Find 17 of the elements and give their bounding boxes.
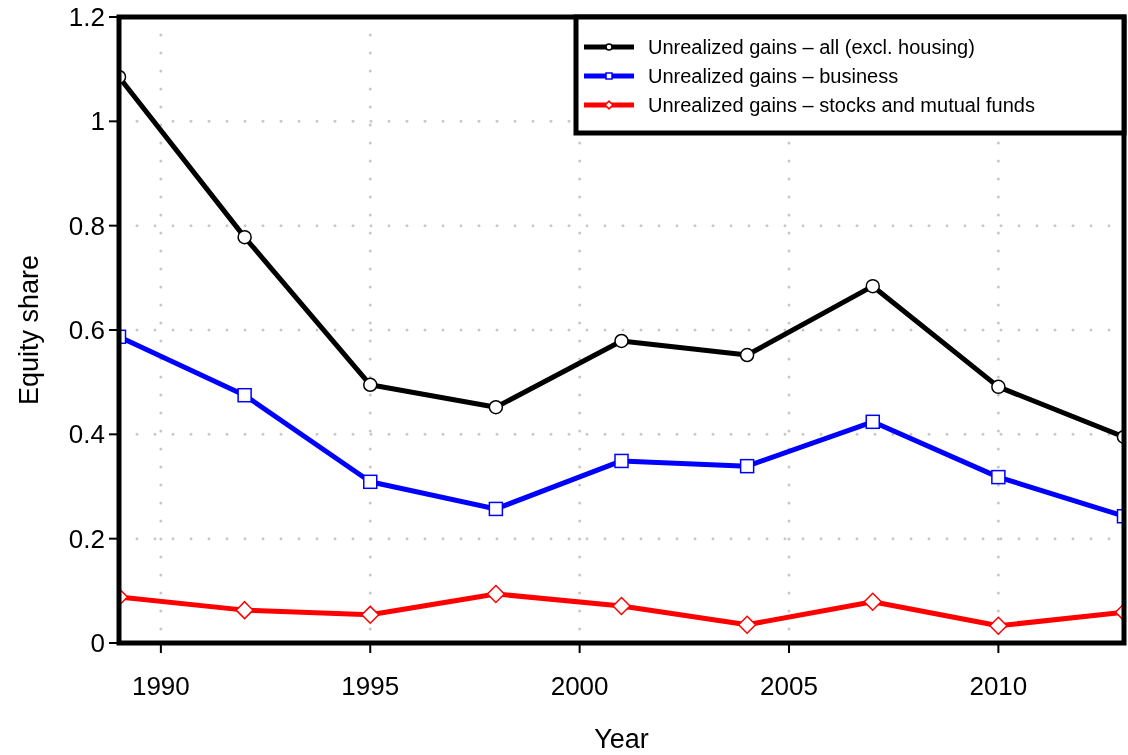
legend-label: Unrealized gains – stocks and mutual funds bbox=[648, 94, 1035, 116]
y-tick-label: 1 bbox=[90, 106, 105, 137]
y-tick-label: 1.2 bbox=[68, 2, 105, 32]
y-tick-label: 0.2 bbox=[68, 523, 105, 554]
y-tick-label: 0.8 bbox=[68, 210, 105, 241]
y-tick-label: 0.4 bbox=[68, 419, 105, 450]
x-tick-label: 2010 bbox=[969, 671, 1028, 701]
y-tick-label: 0.6 bbox=[68, 315, 105, 345]
x-tick-label: 1995 bbox=[341, 671, 400, 701]
y-axis-title: Equity share bbox=[14, 254, 44, 406]
x-axis-title: Year bbox=[594, 724, 649, 754]
legend-label: Unrealized gains – all (excl. housing) bbox=[648, 36, 975, 58]
y-tick-label: 0 bbox=[90, 628, 105, 658]
legend-label: Unrealized gains – business bbox=[648, 65, 899, 87]
x-tick-label: 1990 bbox=[131, 671, 190, 701]
x-tick-label: 2005 bbox=[760, 671, 818, 701]
x-tick-label: 2000 bbox=[550, 671, 609, 701]
